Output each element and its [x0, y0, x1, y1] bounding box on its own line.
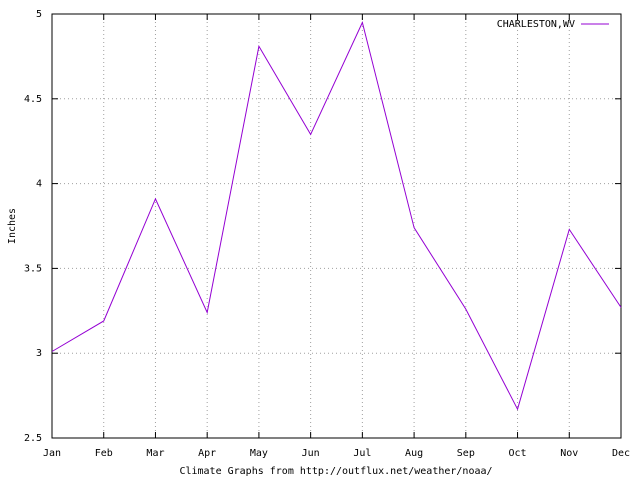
- y-tick-label: 4.5: [24, 94, 42, 105]
- y-tick-label: 3.5: [24, 263, 42, 274]
- x-tick-label: Jun: [302, 448, 320, 459]
- x-tick-label: Aug: [405, 448, 423, 459]
- x-tick-label: Jan: [43, 448, 61, 459]
- legend-label: CHARLESTON,WV: [497, 19, 575, 30]
- x-tick-label: Jul: [353, 448, 371, 459]
- y-tick-label: 4: [36, 179, 42, 190]
- y-axis-label: Inches: [7, 208, 18, 244]
- y-tick-label: 2.5: [24, 433, 42, 444]
- x-tick-label: Apr: [198, 448, 216, 459]
- x-tick-label: Dec: [612, 448, 630, 459]
- y-tick-label: 3: [36, 348, 42, 359]
- line: [51, 20, 622, 411]
- x-tick-label: Mar: [146, 448, 164, 459]
- x-tick-label: May: [250, 448, 268, 459]
- x-tick-label: Oct: [509, 448, 527, 459]
- y-tick-label: 5: [36, 9, 42, 20]
- x-axis-label: Climate Graphs from http://outflux.net/w…: [179, 466, 492, 477]
- x-tick-label: Nov: [560, 448, 578, 459]
- x-tick-label: Feb: [95, 448, 113, 459]
- plot-border: [51, 13, 622, 439]
- x-tick-label: Sep: [457, 448, 475, 459]
